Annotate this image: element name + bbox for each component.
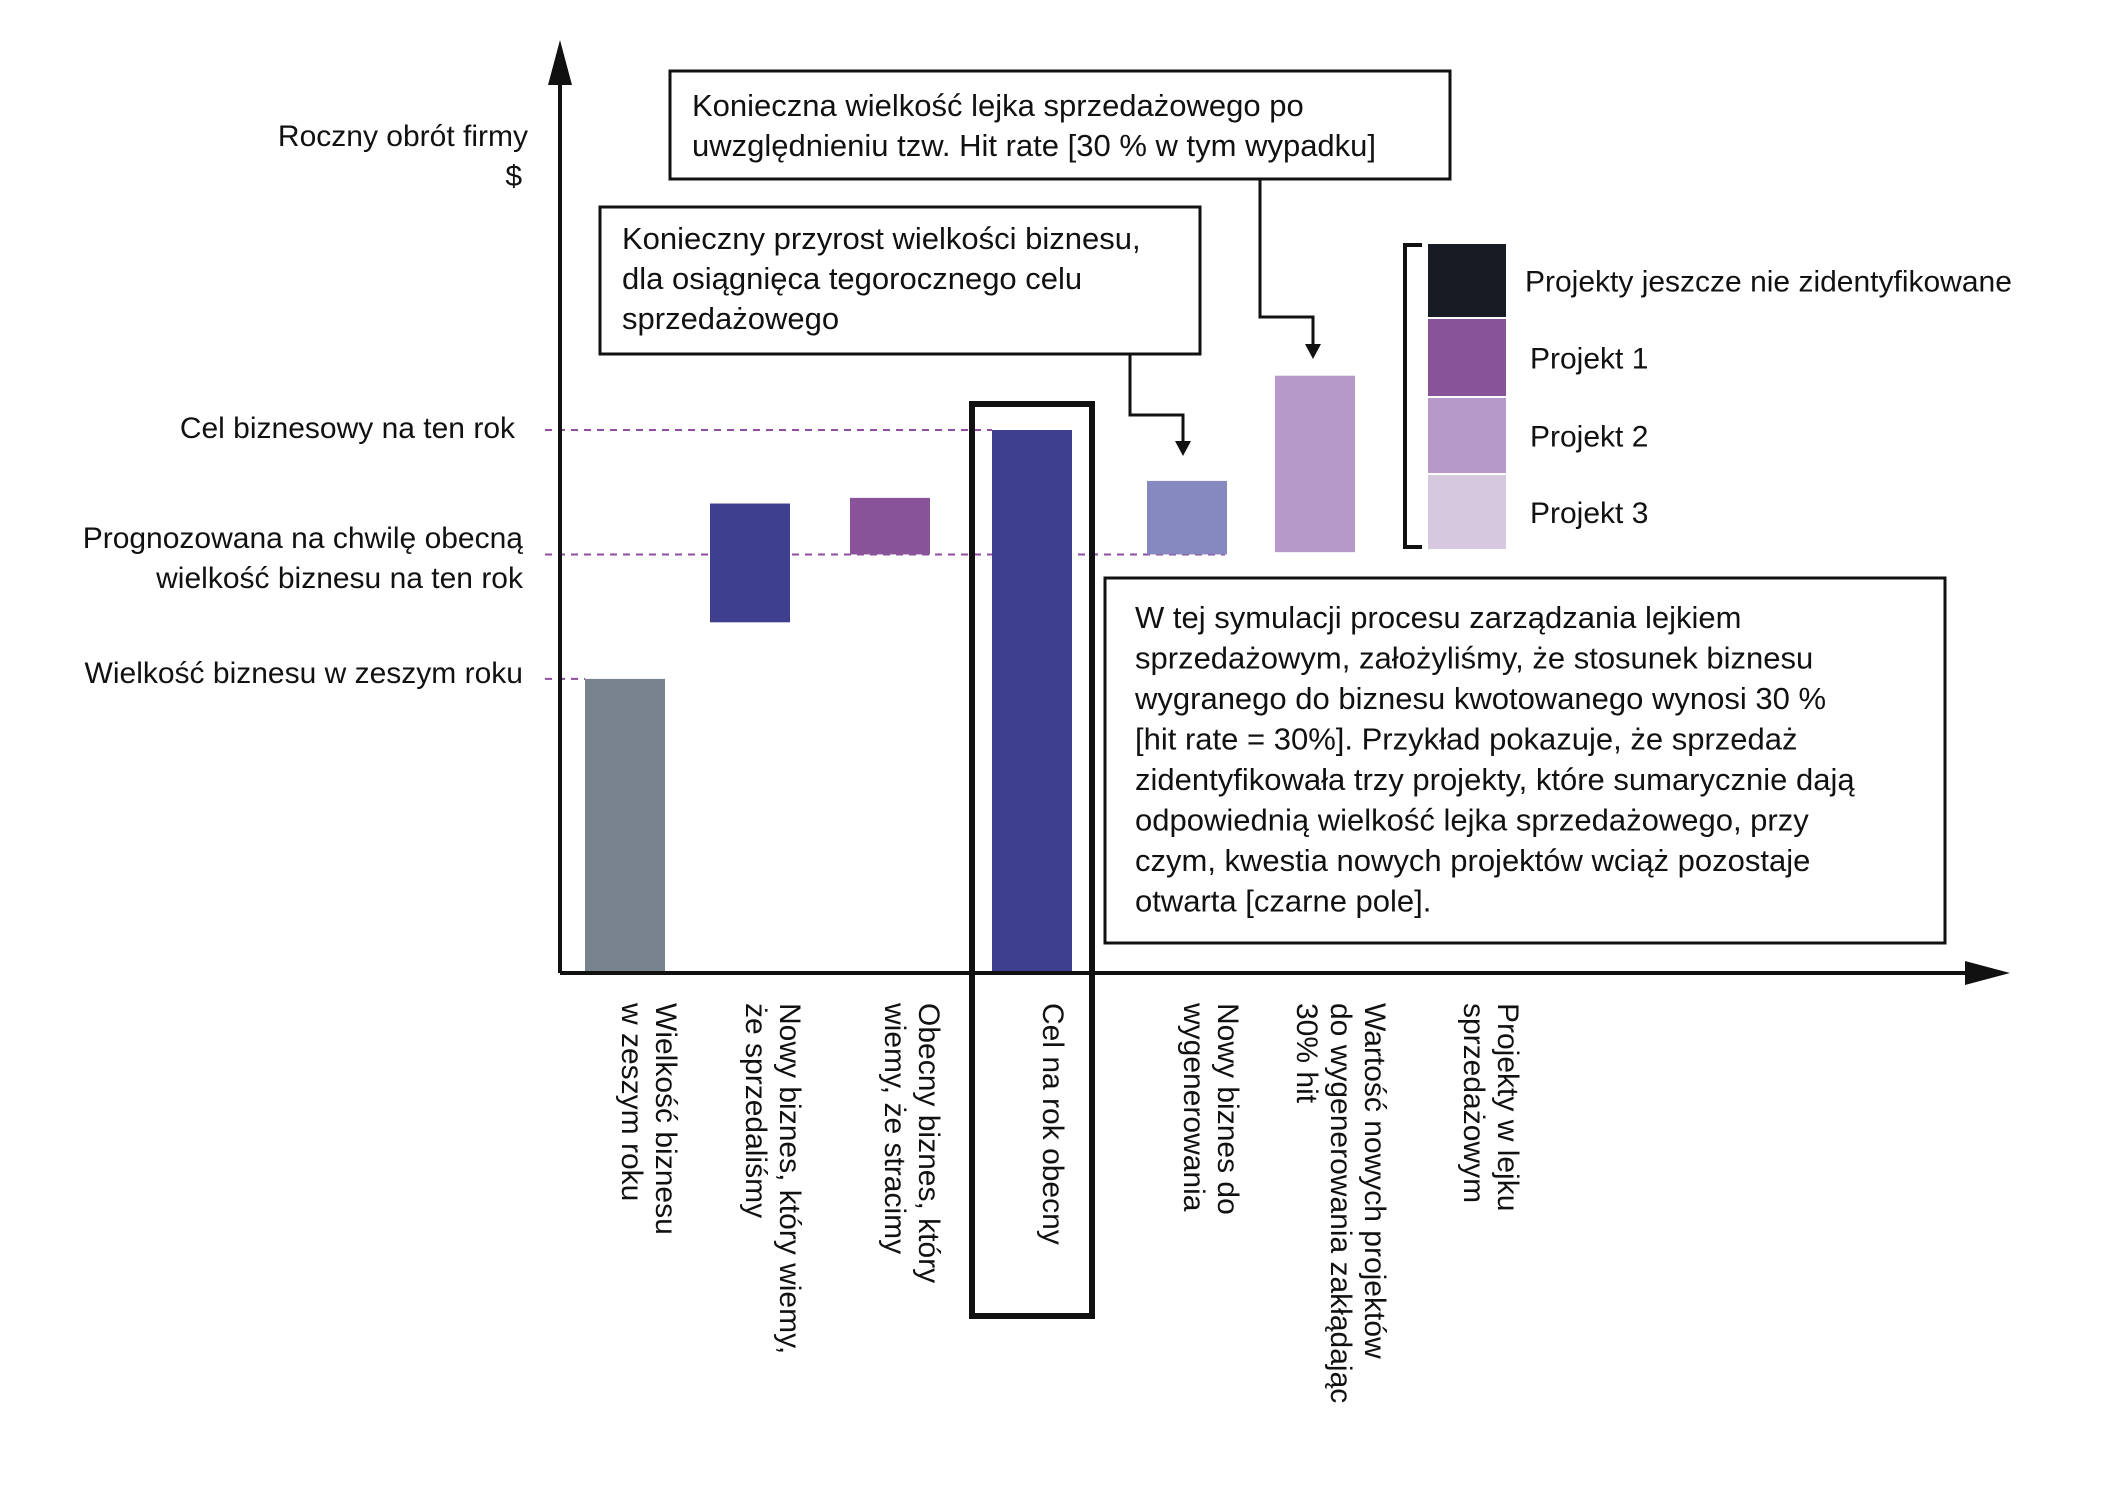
reference-label-forecast: wielkość biznesu na ten rok	[155, 562, 524, 595]
callout-box-funnel	[668, 69, 1452, 181]
reference-label-target: Cel biznesowy na ten rok	[180, 412, 516, 445]
legend-swatch-2	[1426, 317, 1508, 398]
bars	[585, 375, 1355, 1319]
legend-bracket	[1403, 243, 1422, 549]
connector-growth	[1128, 354, 1185, 445]
category-label-7: Projekty w lejku	[1491, 1003, 1524, 1211]
y-axis-title: Roczny obrót firmy	[278, 120, 528, 153]
category-label-1: w zeszym roku	[615, 1002, 648, 1201]
bar-6	[1275, 375, 1355, 553]
callout-box-growth	[598, 205, 1202, 356]
x-axis-arrow	[1965, 961, 2010, 985]
category-label-7: sprzedażowym	[1457, 1003, 1490, 1203]
callout-text-note: otwarta [czarne pole].	[1135, 884, 1431, 919]
legend-label-4: Projekt 3	[1530, 497, 1648, 530]
legend-label-1: Projekty jeszcze nie zidentyfikowane	[1525, 266, 2012, 299]
reference-label-last_year: Wielkość biznesu w zeszym roku	[85, 657, 523, 690]
legend-swatch-3	[1426, 396, 1508, 475]
category-label-3: Obecny biznes, który	[912, 1003, 945, 1283]
callout-text-note: odpowiednią wielkość lejka sprzedażowego…	[1135, 803, 1809, 838]
callout-text-funnel: uwzględnieniu tzw. Hit rate [30 % w tym …	[692, 128, 1376, 163]
bar-1	[585, 678, 665, 973]
category-label-2: Nowy biznes, który wiemy,	[773, 1003, 806, 1354]
callout-text-funnel: Konieczna wielkość lejka sprzedażowego p…	[692, 88, 1304, 123]
category-label-5: wygenerowania	[1177, 1002, 1210, 1212]
callout-text-note: wygranego do biznesu kwotowanego wynosi …	[1134, 681, 1826, 716]
legend-label-2: Projekt 1	[1530, 343, 1648, 376]
bar-4	[992, 430, 1072, 973]
legend-swatch-4	[1426, 473, 1508, 551]
reference-label-forecast: Prognozowana na chwilę obecną	[83, 522, 524, 555]
callout-text-note: zidentyfikowała trzy projekty, które sum…	[1135, 762, 1855, 797]
y-axis-arrow	[548, 40, 572, 85]
callout-text-note: sprzedażowym, założyliśmy, że stosunek b…	[1135, 641, 1813, 676]
callout-text-note: [hit rate = 30%]. Przykład pokazuje, że …	[1135, 722, 1798, 757]
category-label-6: Wartość nowych projektów	[1358, 1003, 1391, 1359]
category-label-1: Wielkość biznesu	[649, 1003, 682, 1235]
bar-2	[710, 503, 790, 623]
callout-box-note	[1103, 576, 1947, 945]
bar-3	[850, 497, 930, 555]
stack-legend: Projekty jeszcze nie zidentyfikowane Proj…	[1403, 242, 2012, 551]
category-label-3: wiemy, że stracimy	[878, 1002, 911, 1254]
connector-funnel-arrow	[1305, 344, 1321, 359]
callout-text-growth: Konieczny przyrost wielkości biznesu,	[622, 221, 1141, 256]
bar-5	[1147, 480, 1227, 555]
category-label-6: 30% hit	[1290, 1003, 1323, 1104]
highlight-frame	[969, 401, 1095, 1319]
category-label-5: Nowy biznes do	[1211, 1003, 1244, 1215]
legend-label-3: Projekt 2	[1530, 421, 1648, 454]
callouts: Konieczny przyrost wielkości biznesu, dla…	[598, 69, 1947, 945]
category-label-6: do wygenerowania zakłądając	[1324, 1003, 1357, 1403]
category-label-2: że sprzedaliśmy	[739, 1003, 772, 1218]
callout-text-note: W tej symulacji procesu zarządzania lejk…	[1135, 600, 1741, 635]
y-axis-unit: $	[505, 160, 522, 193]
y-axis-labels: Roczny obrót firmy $ Cel biznesowy na ten …	[83, 120, 528, 690]
connector-funnel	[1258, 179, 1315, 348]
axes	[548, 40, 2010, 985]
legend-swatch-1	[1426, 242, 1508, 319]
callout-text-note: czym, kwestia nowych projektów wciąż poz…	[1135, 843, 1810, 878]
callout-text-growth: sprzedażowego	[622, 301, 839, 336]
callout-text-growth: dla osiągnięca tegorocznego celu	[622, 261, 1082, 296]
connector-growth-arrow	[1175, 441, 1191, 456]
category-label-4: Cel na rok obecny	[1036, 1003, 1069, 1245]
